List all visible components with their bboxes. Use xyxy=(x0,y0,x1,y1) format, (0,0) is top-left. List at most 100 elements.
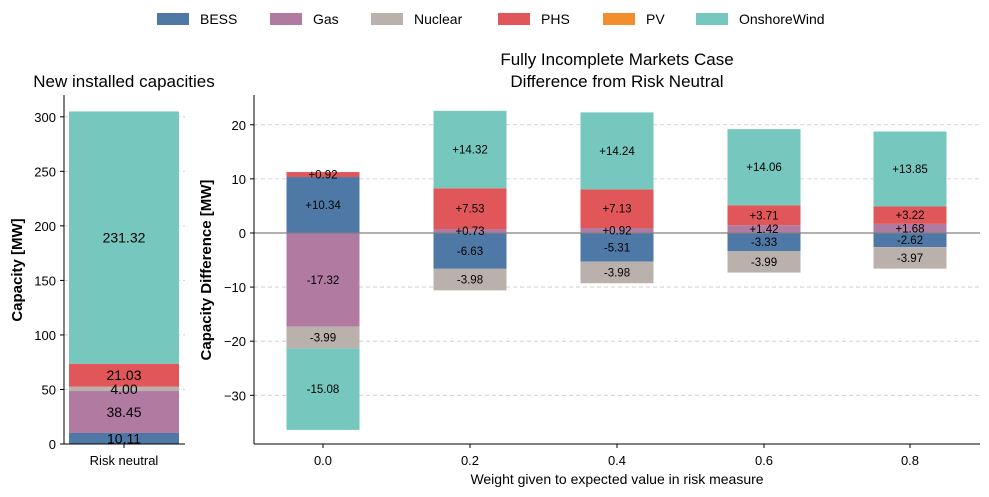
right-y-axis-ticks: −30 −20 −10 0 10 20 xyxy=(224,118,254,403)
right-data-label-bess-0-4: -5.31 xyxy=(604,242,630,254)
legend-label-pv: PV xyxy=(646,11,665,27)
right-bar-phs-0-2 xyxy=(433,188,507,230)
right-bar-bess-0-6 xyxy=(727,232,801,251)
right-bar-phs-0-6 xyxy=(727,205,801,226)
right-data-label-onshorewind-0-2: +14.32 xyxy=(452,145,488,157)
right-data-label-onshorewind-0-4: +14.24 xyxy=(599,146,635,158)
left-bar-onshorewind-risk-neutral xyxy=(69,111,179,364)
right-bar-gas-0-2 xyxy=(433,229,507,233)
right-bar-gas-0-8 xyxy=(873,223,947,233)
right-bar-nuclear-0-6 xyxy=(727,250,801,273)
right-bar-bess-0-8 xyxy=(873,232,947,248)
right-bar-nuclear-0-4 xyxy=(580,261,654,284)
legend-swatch-gas xyxy=(270,13,302,25)
right-data-label-gas-0-8: +1.68 xyxy=(895,223,924,235)
right-bar-onshorewind-0-2 xyxy=(433,110,507,189)
right-chart-title: Fully Incomplete Markets Case xyxy=(500,50,733,69)
right-y-tick-label: −30 xyxy=(224,388,246,403)
right-bar-bess-0-0 xyxy=(286,177,360,233)
legend-swatch-bess xyxy=(157,13,189,25)
left-y-tick-label: 100 xyxy=(34,328,56,343)
right-data-label-phs-0-0: +0.92 xyxy=(308,170,337,182)
right-y-tick-label: −20 xyxy=(224,334,246,349)
right-x-tick-label: 0.0 xyxy=(314,453,332,468)
left-y-tick-label: 50 xyxy=(42,382,56,397)
right-bar-onshorewind-0-0 xyxy=(286,348,360,430)
right-data-label-onshorewind-0-0: -15.08 xyxy=(307,384,340,396)
right-data-label-bess-0-2: -6.63 xyxy=(457,246,483,258)
right-data-label-nuclear-0-8: -3.97 xyxy=(897,253,923,265)
right-data-label-bess-0-8: -2.62 xyxy=(897,235,923,247)
left-data-label-gas-risk-neutral: 38.45 xyxy=(106,404,141,420)
left-data-label-nuclear-risk-neutral: 4.00 xyxy=(110,381,137,397)
right-data-label-gas-0-4: +0.92 xyxy=(602,225,631,237)
right-bar-gas-0-0 xyxy=(286,232,360,327)
legend-swatch-onshorewind xyxy=(696,13,728,25)
right-bar-phs-0-8 xyxy=(873,206,947,224)
right-bar-gas-0-6 xyxy=(727,225,801,233)
right-data-label-phs-0-4: +7.13 xyxy=(602,204,631,216)
legend-label-nuclear: Nuclear xyxy=(414,11,463,27)
right-bar-phs-0-4 xyxy=(580,189,654,228)
right-data-label-phs-0-2: +7.53 xyxy=(455,204,484,216)
left-y-tick-label: 0 xyxy=(49,437,56,452)
right-x-axis-label: Weight given to expected value in risk m… xyxy=(470,471,763,487)
left-bar-phs-risk-neutral xyxy=(69,363,179,387)
right-data-label-gas-0-6: +1.42 xyxy=(749,224,778,236)
legend-swatch-pv xyxy=(603,13,635,25)
legend-label-bess: BESS xyxy=(200,11,237,27)
right-data-label-nuclear-0-0: -3.99 xyxy=(310,332,336,344)
right-bar-phs-0-0 xyxy=(286,172,360,178)
right-data-label-nuclear-0-4: -3.98 xyxy=(604,267,630,279)
right-data-label-gas-0-2: +0.73 xyxy=(455,226,484,238)
left-bar-bess-risk-neutral xyxy=(69,432,179,444)
right-x-tick-label: 0.4 xyxy=(608,453,626,468)
left-y-tick-label: 300 xyxy=(34,110,56,125)
right-x-tick-label: 0.6 xyxy=(755,453,773,468)
right-data-label-bess-0-0: +10.34 xyxy=(305,200,341,212)
left-y-tick-label: 250 xyxy=(34,164,56,179)
left-y-axis-label: Capacity [MW] xyxy=(9,218,26,321)
right-x-tick-label: 0.8 xyxy=(901,453,919,468)
left-bar-nuclear-risk-neutral xyxy=(69,386,179,392)
legend-label-gas: Gas xyxy=(313,11,339,27)
right-axes-spines xyxy=(253,95,980,445)
right-data-label-phs-0-8: +3.22 xyxy=(895,210,924,222)
right-data-label-nuclear-0-6: -3.99 xyxy=(751,257,777,269)
right-data-label-onshorewind-0-8: +13.85 xyxy=(892,164,928,176)
left-axes-spines xyxy=(63,95,185,445)
left-y-tick-label: 150 xyxy=(34,273,56,288)
right-bars xyxy=(286,110,947,430)
right-bar-nuclear-0-8 xyxy=(873,247,947,269)
right-data-label-gas-0-0: -17.32 xyxy=(307,275,340,287)
right-y-tick-label: 10 xyxy=(232,172,246,187)
left-chart-installed-capacities: New installed capacities Capacity [MW] 1… xyxy=(9,72,215,468)
legend-swatch-phs xyxy=(498,13,530,25)
right-bar-gas-0-4 xyxy=(580,227,654,233)
left-data-label-bess-risk-neutral: 10.11 xyxy=(107,430,141,446)
right-bar-onshorewind-0-4 xyxy=(580,112,654,190)
left-bar-gas-risk-neutral xyxy=(69,391,179,433)
right-data-label-bess-0-6: -3.33 xyxy=(751,237,777,249)
left-data-label-phs-risk-neutral: 21.03 xyxy=(106,367,141,383)
right-chart-subtitle: Difference from Risk Neutral xyxy=(510,72,723,91)
right-data-label-onshorewind-0-6: +14.06 xyxy=(746,162,782,174)
right-bar-nuclear-0-0 xyxy=(286,326,360,349)
right-bar-labels: +10.34 -17.32 -3.99 +0.92 -15.08 -6.63 +0.73 -3… xyxy=(305,145,928,397)
right-bar-bess-0-4 xyxy=(580,232,654,262)
right-data-label-nuclear-0-2: -3.98 xyxy=(457,275,483,287)
legend-label-onshorewind: OnshoreWind xyxy=(739,11,825,27)
legend: BESS Gas Nuclear PHS PV OnshoreWind xyxy=(157,11,825,27)
right-x-axis-ticks: 0.0 0.2 0.4 0.6 0.8 xyxy=(314,444,919,468)
left-y-axis-ticks: 0 50 100 150 200 250 300 xyxy=(34,110,64,452)
right-data-label-phs-0-6: +3.71 xyxy=(749,210,778,222)
right-bar-nuclear-0-2 xyxy=(433,268,507,291)
right-x-tick-label: 0.2 xyxy=(461,453,479,468)
left-chart-title: New installed capacities xyxy=(33,72,214,91)
legend-swatch-nuclear xyxy=(371,13,403,25)
legend-label-phs: PHS xyxy=(541,11,570,27)
right-y-tick-label: 20 xyxy=(232,118,246,133)
right-y-tick-label: −10 xyxy=(224,280,246,295)
